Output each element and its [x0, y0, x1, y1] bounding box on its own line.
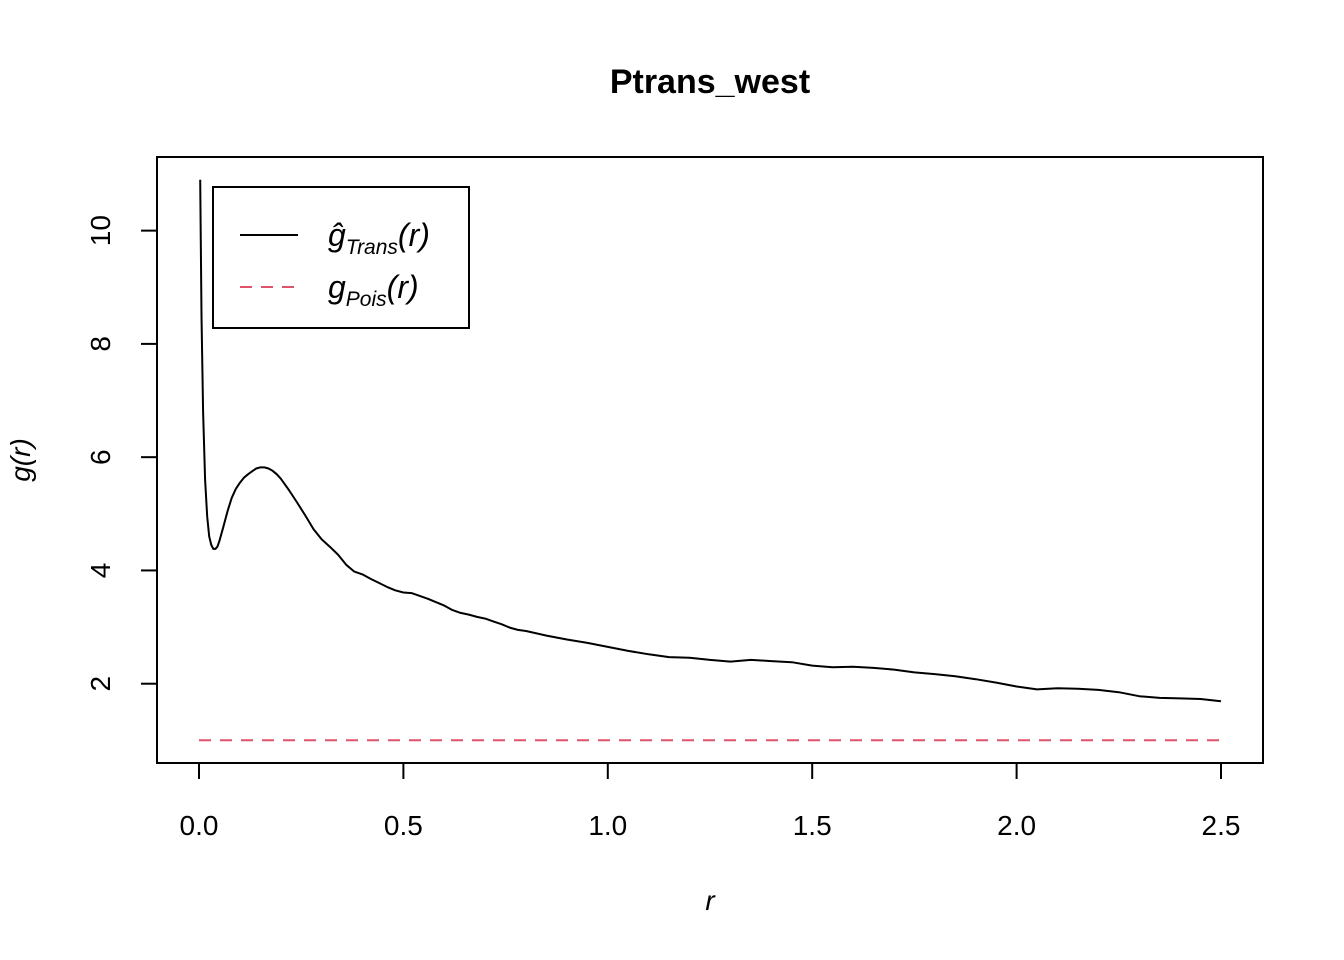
series-layer [199, 179, 1222, 742]
x-axis-label: r [705, 885, 716, 916]
y-axis: 2 4 6 8 10 [85, 215, 158, 692]
x-tick-label: 1.5 [793, 810, 832, 841]
x-tick-label: 2.5 [1202, 810, 1241, 841]
legend: ĝTrans(r) gPois(r) [212, 186, 470, 329]
y-axis-label: g(r) [5, 438, 36, 482]
legend-box [212, 186, 470, 329]
legend-label: ĝTrans(r) [328, 217, 430, 259]
y-tick-label: 6 [85, 449, 116, 465]
x-tick-label: 1.0 [588, 810, 627, 841]
x-tick-label: 2.0 [997, 810, 1036, 841]
x-tick-label: 0.0 [180, 810, 219, 841]
y-tick-label: 10 [85, 215, 116, 246]
series-line-g-trans [199, 179, 1222, 703]
y-tick-label: 8 [85, 336, 116, 352]
legend-label: gPois(r) [328, 269, 419, 311]
y-tick-label: 2 [85, 676, 116, 692]
y-tick-label: 4 [85, 563, 116, 579]
x-tick-label: 0.5 [384, 810, 423, 841]
chart-title: Ptrans_west [610, 63, 810, 101]
x-axis: 0.0 0.5 1.0 1.5 2.0 2.5 [180, 762, 1241, 841]
